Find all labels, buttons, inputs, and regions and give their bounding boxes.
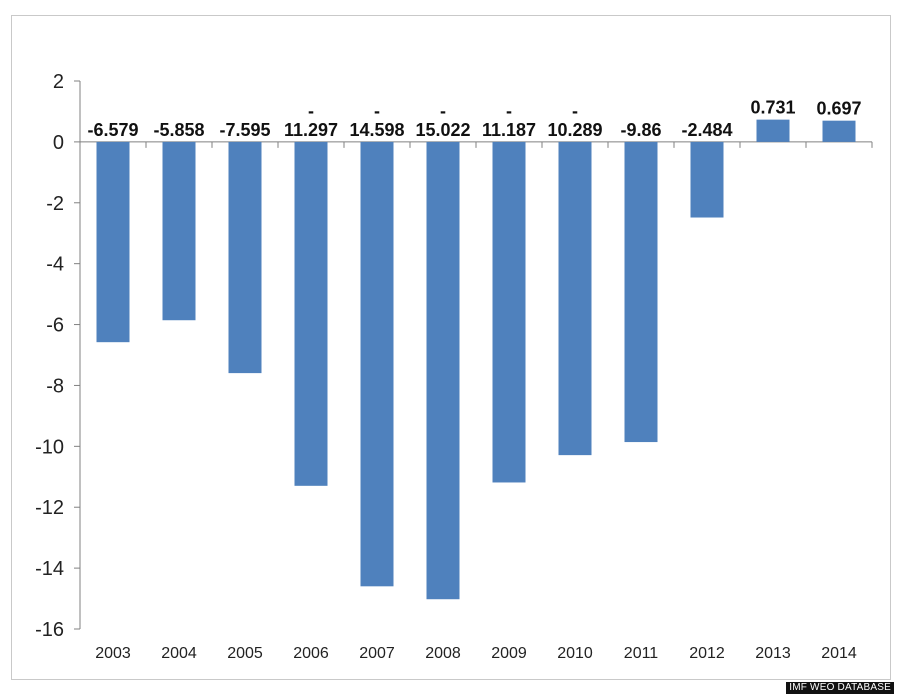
x-tick-label: 2009 (491, 645, 527, 662)
data-label: 15.022 (415, 120, 470, 140)
y-tick-label: 0 (53, 132, 64, 154)
data-label: -5.858 (153, 120, 204, 140)
x-tick-label: 2006 (293, 645, 329, 662)
x-tick-label: 2004 (161, 645, 197, 662)
bar (426, 141, 460, 600)
x-tick-label: 2003 (95, 645, 131, 662)
data-label-minus-sign: - (440, 101, 446, 121)
y-tick-label: -6 (46, 315, 64, 337)
axes: 2 0 -2 -4 -6 -8 -10 -12 -14 -16 (35, 71, 873, 641)
bar (558, 141, 592, 456)
y-tick-label: -14 (35, 558, 64, 580)
data-label: 11.187 (482, 120, 536, 140)
bar (624, 141, 658, 443)
data-label: 14.598 (349, 120, 404, 140)
y-tick-label: -16 (35, 619, 64, 641)
bars (96, 119, 856, 600)
data-label-minus-sign: - (308, 101, 314, 121)
x-tick-label: 2005 (227, 645, 263, 662)
x-tick-label: 2008 (425, 645, 461, 662)
data-label: -2.484 (681, 120, 732, 140)
labels: 2003 -6.579 2004 -5.858 2005 -7.595 2006 11.297… (87, 98, 861, 662)
y-tick-label: -2 (46, 193, 64, 215)
data-label: -6.579 (87, 120, 138, 140)
x-tick-label: 2014 (821, 645, 857, 662)
data-label: 0.697 (816, 99, 861, 119)
bar (96, 141, 130, 343)
bar (162, 141, 196, 321)
source-label: IMF WEO DATABASE (786, 682, 894, 694)
x-tick-label: 2012 (689, 645, 725, 662)
data-label: 10.289 (547, 120, 602, 140)
data-label-minus-sign: - (374, 101, 380, 121)
y-tick-label: -8 (46, 375, 64, 397)
x-tick-label: 2010 (557, 645, 593, 662)
y-tick-label: -10 (35, 436, 64, 458)
x-tick-label: 2013 (755, 645, 791, 662)
x-tick-label: 2007 (359, 645, 395, 662)
bar (294, 141, 328, 486)
bar (756, 119, 790, 142)
y-tick-label: -12 (35, 497, 64, 519)
bar (822, 120, 856, 142)
bar (228, 141, 262, 374)
x-tick-label: 2011 (624, 645, 659, 662)
data-label: 11.297 (284, 120, 338, 140)
bar (690, 141, 724, 218)
data-label: -7.595 (219, 120, 270, 140)
y-tick-label: -4 (46, 254, 64, 276)
data-label: 0.731 (750, 98, 795, 118)
data-label-minus-sign: - (572, 101, 578, 121)
y-tick-label: 2 (53, 71, 64, 93)
bar (492, 141, 526, 483)
data-label: -9.86 (620, 120, 661, 140)
data-label-minus-sign: - (506, 101, 512, 121)
bar (360, 141, 394, 587)
